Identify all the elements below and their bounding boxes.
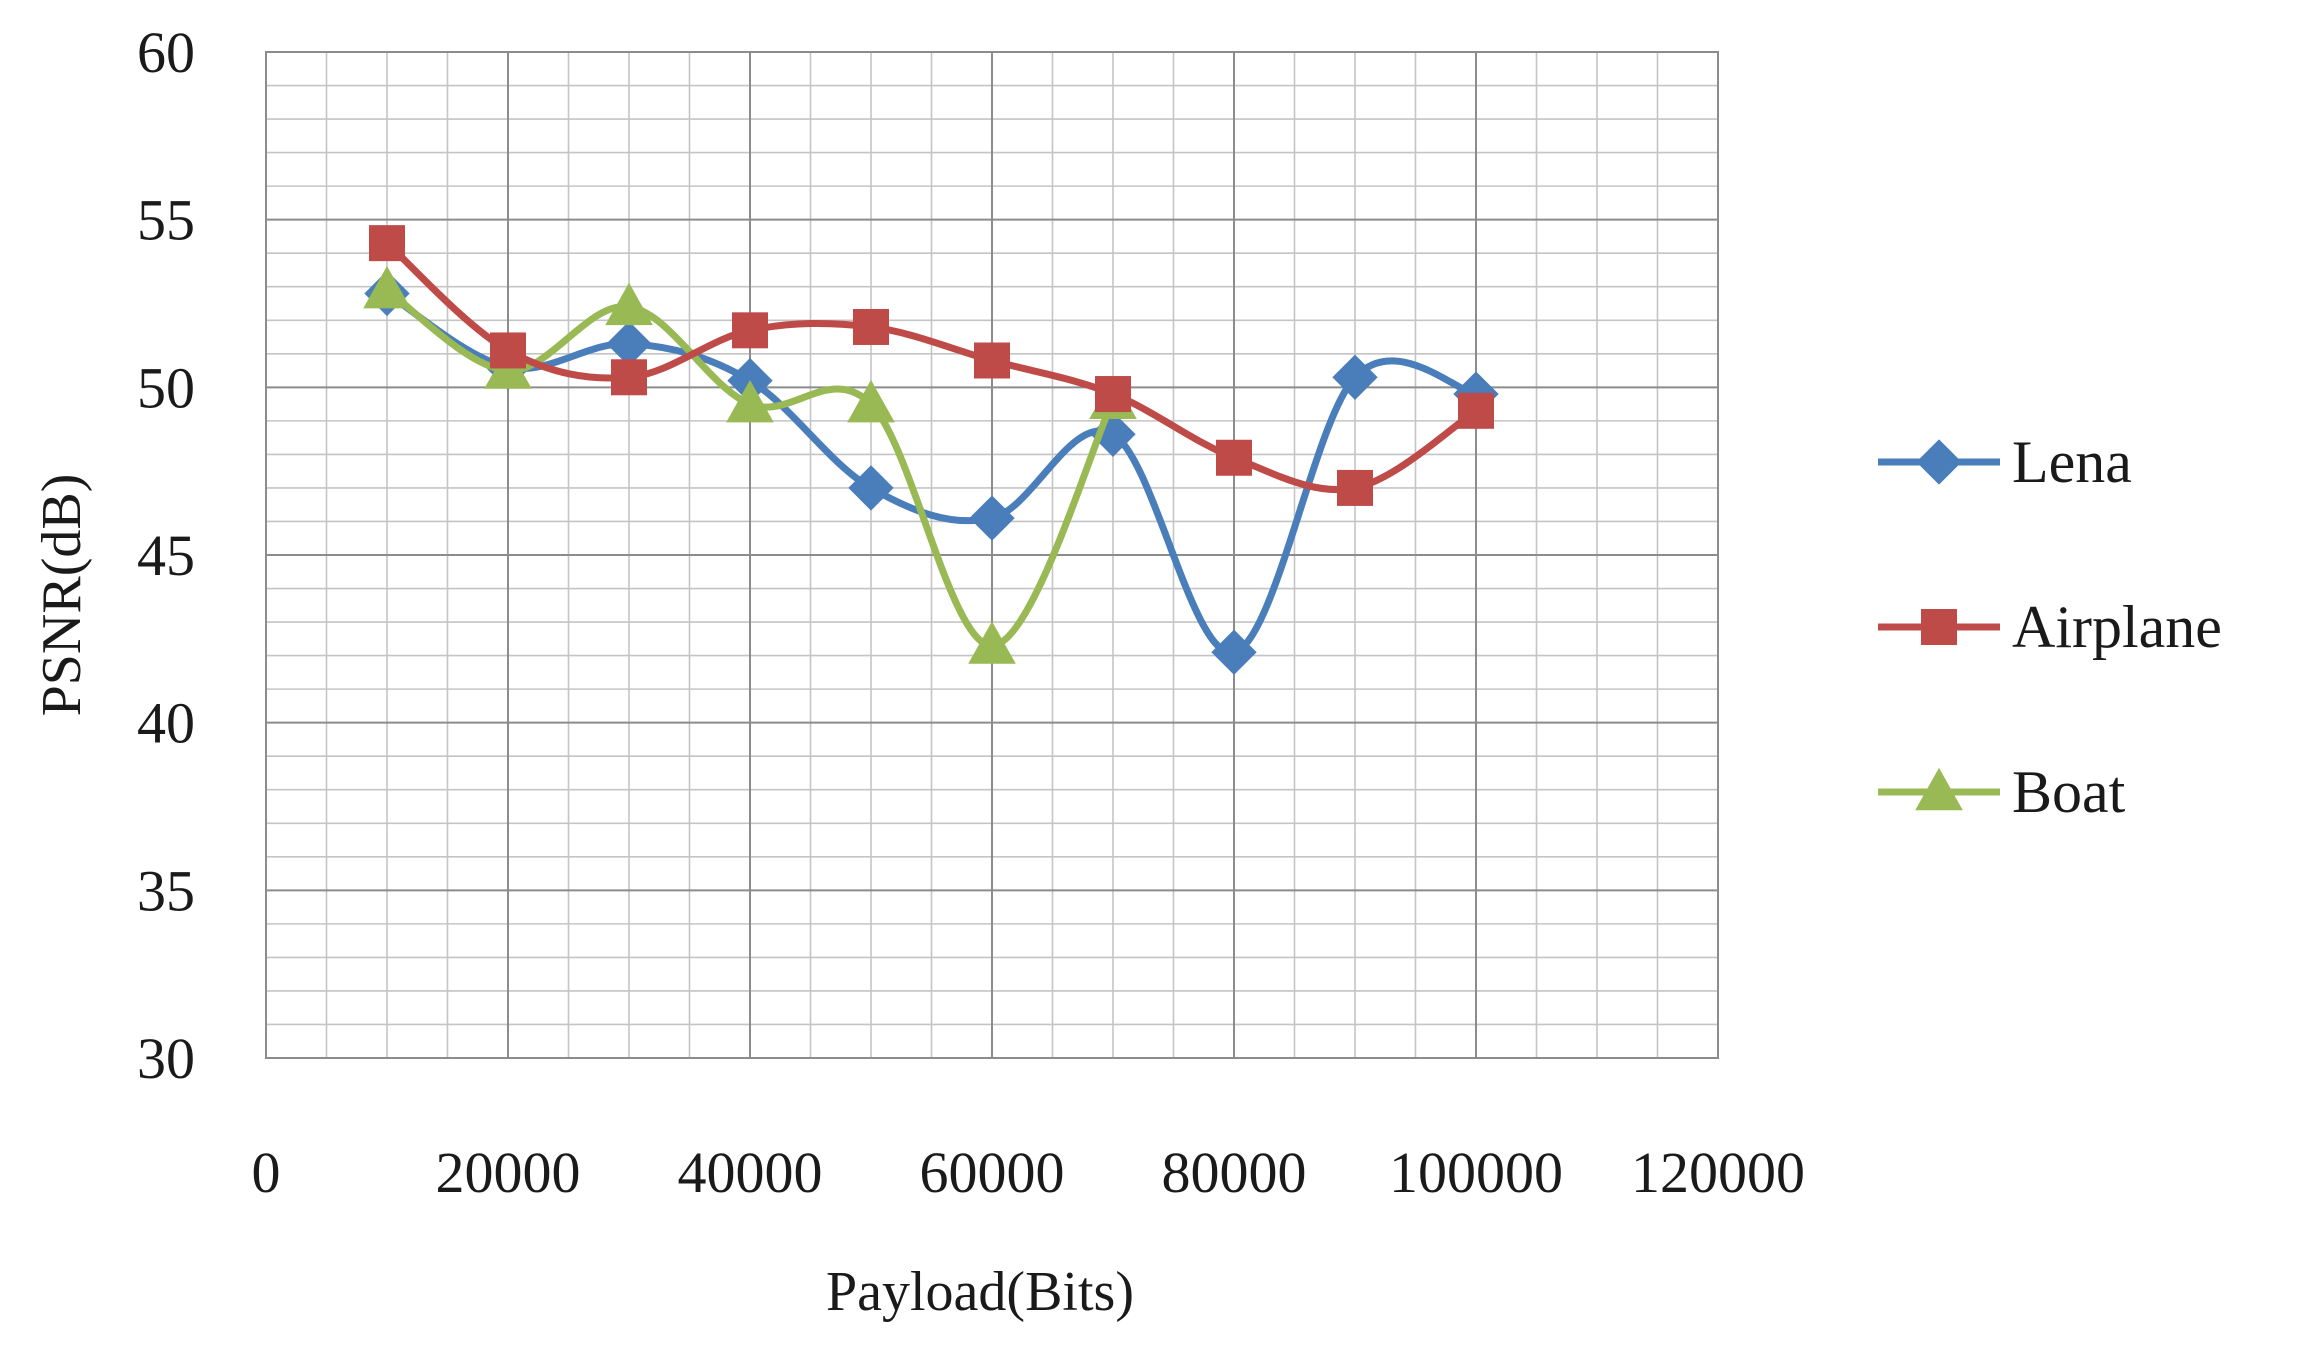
- airplane-data-point: [1095, 376, 1131, 413]
- legend-label-boat: Boat: [2012, 759, 2126, 825]
- y-tick-label: 30: [137, 1026, 195, 1091]
- airplane-data-point: [1337, 469, 1373, 506]
- airplane-data-point: [1458, 392, 1494, 429]
- airplane-data-point: [974, 342, 1010, 379]
- boat-data-point: [968, 621, 1016, 664]
- airplane-data-point: [369, 225, 405, 262]
- x-tick-label: 20000: [436, 1140, 581, 1205]
- plot-area-frame: [265, 51, 1719, 1059]
- legend-item-boat: Boat: [1878, 759, 2126, 825]
- x-axis-label: Payload(Bits): [826, 1261, 1134, 1323]
- lena-data-point: [969, 495, 1015, 541]
- legend-item-lena: Lena: [1878, 429, 2132, 495]
- x-axis-tick-labels: 0 20000 40000 60000 80000 100000 120000: [252, 1140, 1806, 1205]
- y-axis-label: PSNR(dB): [31, 474, 93, 717]
- lena-data-point: [1211, 629, 1257, 675]
- legend-marker-airplane: [1921, 609, 1957, 645]
- boat-data-point: [605, 282, 653, 326]
- boat-data-point: [363, 265, 411, 309]
- airplane-data-point: [1216, 439, 1252, 476]
- x-tick-label: 100000: [1389, 1140, 1563, 1205]
- y-tick-label: 55: [137, 188, 195, 253]
- legend-marker-boat: [1915, 767, 1963, 811]
- x-tick-label: 0: [252, 1140, 281, 1205]
- x-tick-label: 120000: [1631, 1140, 1805, 1205]
- airplane-data-point: [853, 308, 889, 345]
- lena-data-point: [848, 465, 894, 511]
- y-tick-label: 35: [137, 858, 195, 923]
- x-tick-label: 80000: [1162, 1140, 1307, 1205]
- legend-label-airplane: Airplane: [2012, 594, 2222, 660]
- major-gridlines: [266, 52, 1718, 1058]
- airplane-series-line: [384, 240, 1478, 494]
- legend: Lena Airplane Boat: [1878, 429, 2222, 825]
- boat-data-point: [847, 379, 895, 423]
- y-tick-label: 45: [137, 523, 195, 588]
- y-tick-label: 60: [137, 20, 195, 85]
- lena-data-point: [1332, 354, 1378, 400]
- y-axis-tick-labels: 30 35 40 45 50 55 60: [137, 20, 195, 1091]
- boat-data-point: [726, 379, 774, 423]
- x-tick-label: 60000: [920, 1140, 1065, 1205]
- y-tick-label: 40: [137, 691, 195, 756]
- series-airplane: [369, 225, 1494, 506]
- series-layer: [363, 225, 1499, 675]
- airplane-data-point: [490, 332, 526, 369]
- legend-marker-lena: [1916, 439, 1962, 485]
- airplane-data-point: [732, 312, 768, 349]
- airplane-data-point: [611, 359, 647, 396]
- legend-item-airplane: Airplane: [1878, 594, 2222, 660]
- legend-label-lena: Lena: [2012, 429, 2132, 495]
- y-tick-label: 50: [137, 355, 195, 420]
- x-tick-label: 40000: [678, 1140, 823, 1205]
